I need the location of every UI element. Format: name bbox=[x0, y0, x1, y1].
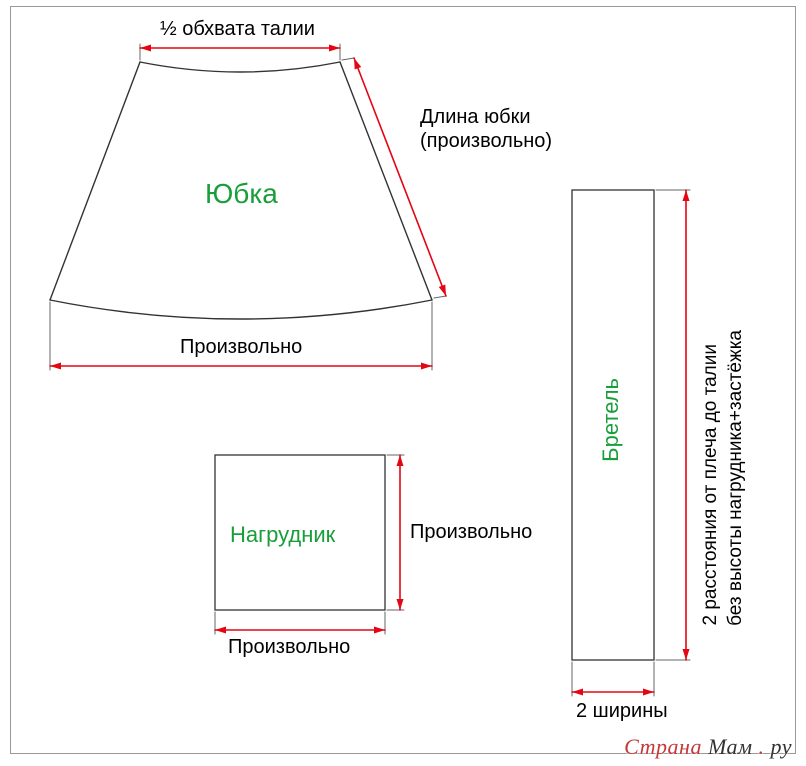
bib-right-label: Произвольно bbox=[410, 521, 532, 544]
skirt-bottom-label: Произвольно bbox=[180, 336, 302, 359]
strap-right-label1: 2 расстояния от плеча до талии bbox=[700, 344, 722, 625]
skirt-side-label1: Длина юбки bbox=[420, 106, 531, 129]
skirt-top-label: ½ обхвата талии bbox=[160, 18, 315, 41]
watermark: Страна Мам . ру bbox=[624, 734, 792, 760]
watermark-dot: . bbox=[759, 734, 765, 759]
bib-part-label: Нагрудник bbox=[230, 522, 335, 548]
strap-part-label: Бретель bbox=[598, 378, 624, 462]
strap-right-label2: без высоты нагрудника+застёжка bbox=[725, 330, 747, 626]
diagram-canvas: ½ обхвата талии Юбка Произвольно Длина ю… bbox=[0, 0, 806, 766]
watermark-part1: Страна bbox=[624, 734, 702, 759]
watermark-part2: Мам bbox=[708, 734, 753, 759]
diagram-svg bbox=[0, 0, 806, 766]
skirt-side-label2: (произвольно) bbox=[420, 130, 552, 153]
watermark-part3: ру bbox=[771, 734, 792, 759]
skirt-part-label: Юбка bbox=[205, 178, 278, 210]
strap-bottom-label: 2 ширины bbox=[576, 700, 668, 723]
bib-bottom-label: Произвольно bbox=[228, 636, 350, 659]
